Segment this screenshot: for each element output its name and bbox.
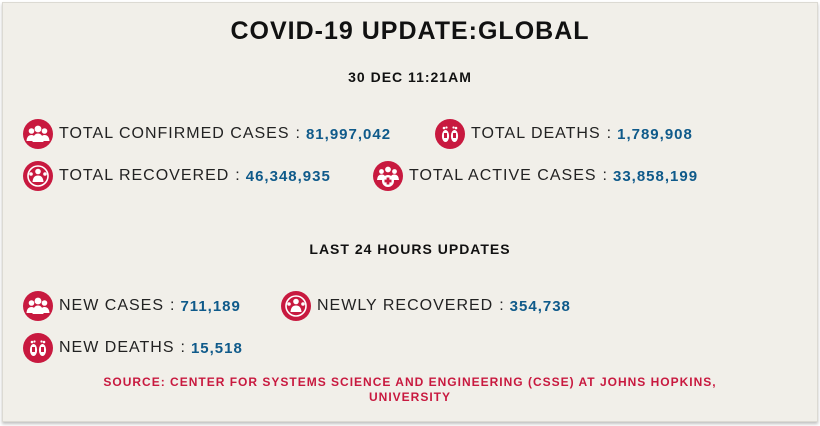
people-group-icon [23, 119, 53, 149]
stat-value: 1,789,908 [617, 125, 693, 143]
footprints-icon [23, 333, 53, 363]
stat-value: 33,858,199 [612, 167, 699, 185]
section-heading-last-24h: LAST 24 HOURS UPDATES [309, 241, 511, 257]
stat-new-cases: NEW CASES : 711,189 [23, 291, 241, 321]
update-timestamp: 30 DEC 11:21AM [348, 69, 472, 85]
separator: : [295, 125, 300, 142]
separator: : [499, 297, 504, 314]
stat-label: TOTAL CONFIRMED CASES [59, 125, 290, 142]
recovered-person-icon [23, 161, 53, 191]
stat-value: 81,997,042 [305, 125, 392, 143]
stat-label: NEW CASES [59, 297, 165, 314]
stat-label: TOTAL DEATHS [471, 125, 601, 142]
stat-value: 354,738 [509, 297, 571, 315]
separator: : [602, 167, 607, 184]
stat-label: NEW DEATHS [59, 339, 175, 356]
stat-value: 46,348,935 [245, 167, 331, 185]
people-group-icon [23, 291, 53, 321]
footprints-icon [435, 119, 465, 149]
people-plus-icon [373, 161, 403, 191]
stat-value: 15,518 [190, 339, 243, 357]
separator: : [235, 167, 240, 184]
stat-newly-recovered: NEWLY RECOVERED : 354,738 [281, 291, 571, 321]
stat-total-recovered: TOTAL RECOVERED : 46,348,935 [23, 161, 331, 191]
stat-total-confirmed: TOTAL CONFIRMED CASES : 81,997,042 [23, 119, 391, 149]
recovered-person-icon [281, 291, 311, 321]
stat-total-deaths: TOTAL DEATHS : 1,789,908 [435, 119, 693, 149]
separator: : [170, 297, 175, 314]
stat-label: TOTAL ACTIVE CASES [409, 167, 597, 184]
source-line-1: SOURCE: CENTER FOR SYSTEMS SCIENCE AND E… [103, 375, 717, 389]
source-note: SOURCE: CENTER FOR SYSTEMS SCIENCE AND E… [3, 375, 817, 405]
stat-total-active: TOTAL ACTIVE CASES : 33,858,199 [373, 161, 698, 191]
stat-label: TOTAL RECOVERED [59, 167, 230, 184]
source-line-2: UNIVERSITY [368, 390, 451, 404]
page-title: COVID-19 UPDATE:GLOBAL [230, 17, 590, 45]
separator: : [180, 339, 185, 356]
stat-value: 711,189 [180, 297, 241, 315]
stat-new-deaths: NEW DEATHS : 15,518 [23, 333, 243, 363]
stat-label: NEWLY RECOVERED [317, 297, 494, 314]
separator: : [606, 125, 612, 142]
